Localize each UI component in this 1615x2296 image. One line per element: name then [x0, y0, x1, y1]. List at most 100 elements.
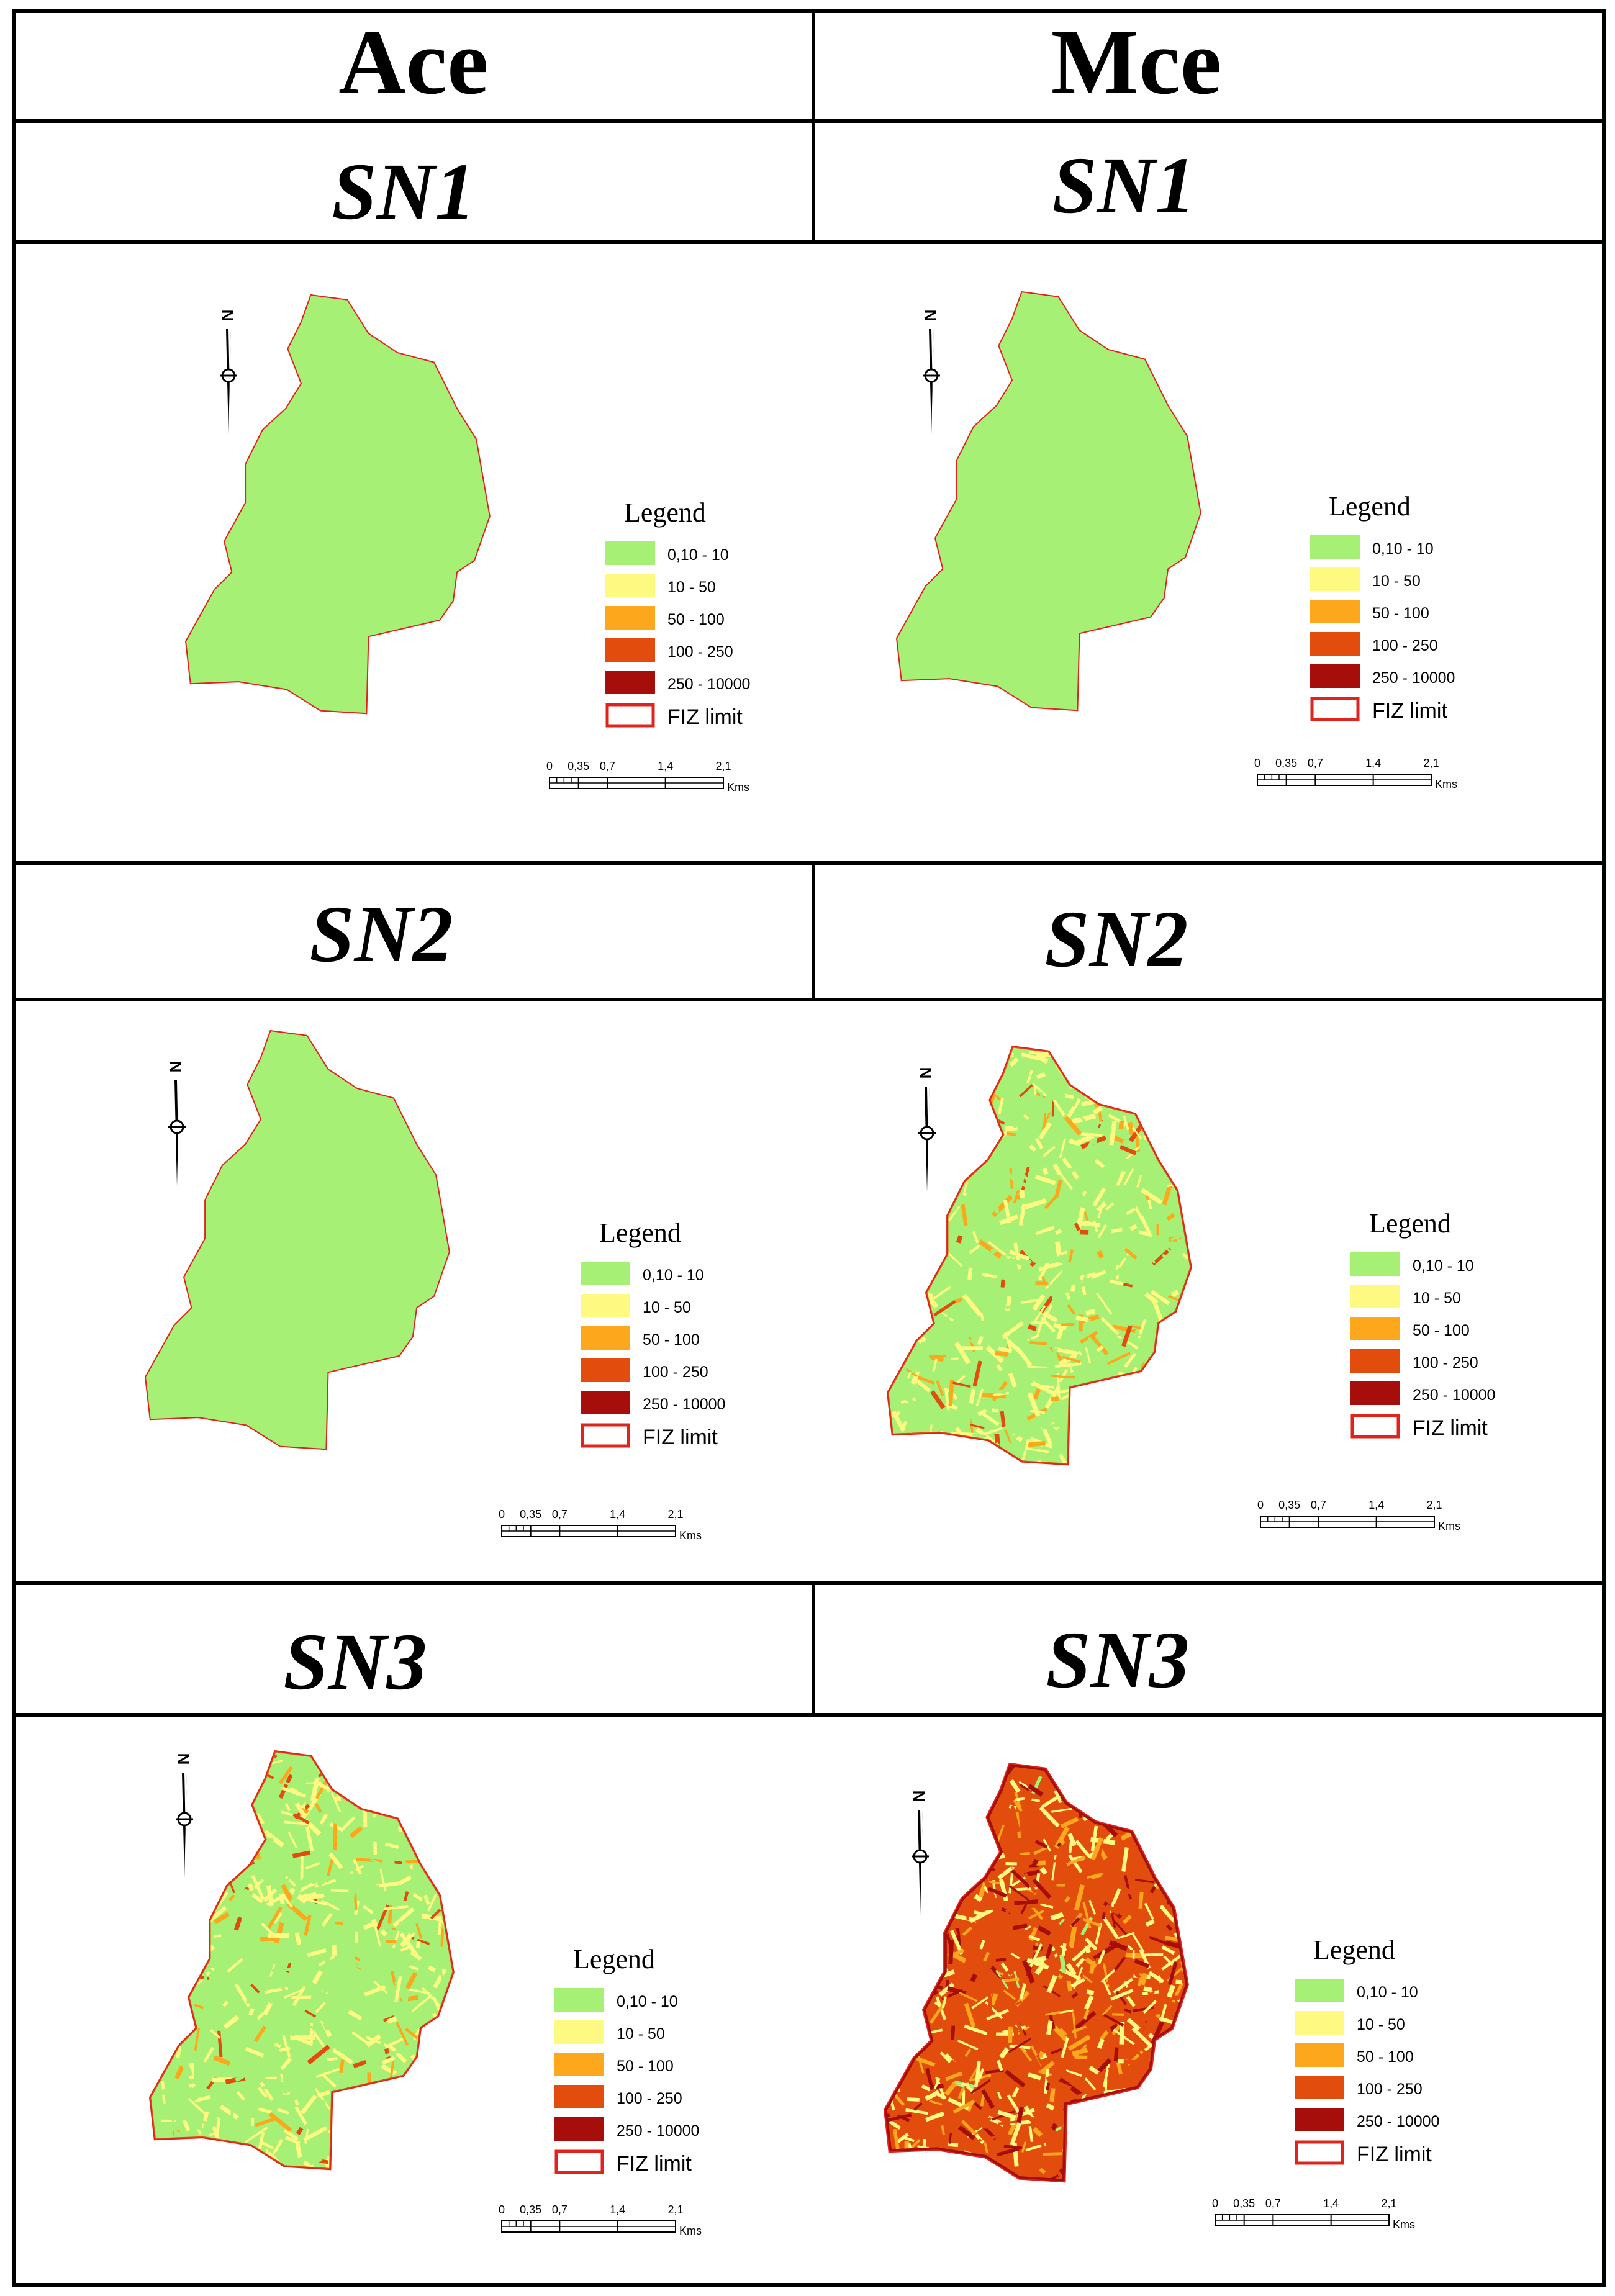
legend-label: 0,10 - 10 — [1357, 1984, 1418, 2001]
legend-title: Legend — [1369, 1208, 1451, 1239]
legend-label: 50 - 100 — [643, 1331, 700, 1349]
scalebar-unit: Kms — [1393, 2218, 1415, 2231]
scenario-label-mce-sn1: SN1 — [1052, 141, 1195, 230]
legend-swatch — [1350, 1349, 1400, 1373]
legend-fiz-label: FIZ limit — [1413, 1416, 1488, 1440]
scalebar: 0 0,35 0,7 1,4 2,1 Kms — [546, 760, 749, 793]
north-arrow-icon: N — [166, 1061, 186, 1186]
legend-swatch — [1310, 567, 1360, 591]
legend-label: 100 - 250 — [667, 643, 733, 661]
legend-swatch — [581, 1358, 630, 1382]
north-label: N — [174, 1753, 192, 1765]
north-arrow-icon: N — [916, 1067, 936, 1192]
legend-fiz-swatch — [581, 1423, 630, 1448]
legend-swatch — [605, 638, 655, 662]
map-panel-ace-sn2: N Legend 0,10 - 10 10 - 50 50 - 100 100 - 250… — [144, 1029, 725, 1542]
watershed-map — [144, 1029, 450, 1450]
legend: Legend 0,10 - 10 10 - 50 50 - 100 100 - 250 2… — [554, 1944, 699, 2176]
column-heading-ace: Ace — [338, 11, 488, 114]
legend-swatch — [1295, 2043, 1344, 2067]
scalebar-unit: Kms — [1438, 1520, 1460, 1532]
legend-fiz-label: FIZ limit — [1357, 2143, 1432, 2166]
scalebar-tick-label: 0,7 — [1265, 2197, 1281, 2210]
legend: Legend 0,10 - 10 10 - 50 50 - 100 100 - 250 2… — [1295, 1935, 1439, 2166]
legend-label: 100 - 250 — [1372, 637, 1438, 654]
legend-label: 50 - 100 — [1413, 1322, 1470, 1339]
legend-label: 250 - 10000 — [1357, 2113, 1439, 2130]
legend-label: 50 - 100 — [1357, 2048, 1414, 2066]
scalebar-tick-label: 0,7 — [552, 2203, 568, 2216]
north-arrow-icon: N — [921, 310, 940, 435]
legend-label: 0,10 - 10 — [1413, 1257, 1474, 1275]
scalebar-tick-label: 1,4 — [610, 1508, 625, 1521]
legend: Legend 0,10 - 10 10 - 50 50 - 100 100 - 250 2… — [581, 1218, 725, 1449]
north-label: N — [916, 1067, 935, 1079]
legend-title: Legend — [624, 497, 706, 528]
north-label: N — [910, 1791, 928, 1802]
scalebar-tick-label: 0,35 — [520, 2203, 541, 2216]
legend-swatch — [1310, 535, 1360, 559]
legend-title: Legend — [599, 1218, 681, 1248]
legend-fiz-swatch — [1350, 1414, 1400, 1439]
legend: Legend 0,10 - 10 10 - 50 50 - 100 100 - 250 2… — [1310, 491, 1455, 723]
legend-label: 100 - 250 — [1413, 1354, 1478, 1372]
legend-swatch — [1295, 2108, 1344, 2131]
legend-swatch — [581, 1294, 630, 1317]
legend-swatch — [605, 541, 655, 565]
legend-label: 100 - 250 — [617, 2090, 682, 2107]
scalebar: 0 0,35 0,7 1,4 2,1 Kms — [1254, 757, 1457, 790]
scalebar: 0 0,35 0,7 1,4 2,1 Kms — [499, 1508, 702, 1542]
legend-label: 50 - 100 — [667, 611, 725, 628]
legend-swatch — [605, 606, 655, 630]
legend: Legend 0,10 - 10 10 - 50 50 - 100 100 - 250 2… — [1350, 1208, 1495, 1440]
scalebar-tick-label: 2,1 — [667, 1508, 683, 1521]
legend-swatch — [554, 1988, 604, 2012]
scenario-label-ace-sn2: SN2 — [309, 890, 453, 979]
legend-swatch — [605, 671, 655, 694]
legend-fiz-label: FIZ limit — [617, 2152, 692, 2176]
scalebar-tick-label: 2,1 — [715, 760, 731, 772]
legend-label: 50 - 100 — [1372, 605, 1429, 622]
legend-label: 0,10 - 10 — [643, 1267, 704, 1284]
scalebar-unit: Kms — [679, 1529, 702, 1542]
scalebar-tick-label: 0,7 — [1308, 757, 1323, 769]
scalebar-tick-label: 2,1 — [1381, 2197, 1396, 2210]
legend-swatch — [605, 574, 655, 597]
legend-title: Legend — [573, 1944, 655, 1974]
scalebar-tick-label: 1,4 — [1365, 757, 1381, 769]
scalebar-tick-label: 0,35 — [520, 1508, 541, 1521]
legend-label: 250 - 10000 — [667, 676, 750, 693]
scalebar-unit: Kms — [727, 781, 749, 793]
legend-swatch — [581, 1262, 630, 1285]
legend-title: Legend — [1313, 1935, 1395, 1965]
legend-swatch — [554, 2085, 604, 2108]
scenario-label-ace-sn1: SN1 — [332, 147, 475, 237]
legend-label: 50 - 100 — [617, 2058, 674, 2075]
scalebar-tick-label: 2,1 — [1426, 1499, 1442, 1511]
scalebar-unit: Kms — [1435, 778, 1457, 790]
scalebar-tick-label: 0 — [1212, 2197, 1218, 2210]
legend-label: 0,10 - 10 — [667, 546, 729, 564]
north-arrow-icon: N — [910, 1791, 929, 1915]
map-panels: N Legend 0,10 - 10 10 - 50 50 - 100 100 - 250… — [144, 291, 1495, 2237]
legend-swatch — [554, 2020, 604, 2044]
scalebar-tick-label: 0 — [1257, 1499, 1264, 1511]
legend-fiz-swatch — [1310, 697, 1360, 721]
legend-fiz-swatch — [1295, 2140, 1344, 2165]
scenario-label-mce-sn2: SN2 — [1044, 895, 1188, 984]
scalebar-tick-label: 0,7 — [1311, 1499, 1326, 1511]
legend-label: 10 - 50 — [1357, 2016, 1405, 2033]
legend: Legend 0,10 - 10 10 - 50 50 - 100 100 - 250 2… — [605, 497, 750, 729]
north-label: N — [921, 310, 939, 322]
legend-swatch — [1310, 664, 1360, 688]
legend-label: 250 - 10000 — [617, 2122, 699, 2140]
column-heading-mce: Mce — [1051, 11, 1222, 114]
legend-swatch — [1350, 1252, 1400, 1276]
scalebar-tick-label: 0 — [499, 2203, 505, 2216]
legend-label: 250 - 10000 — [1413, 1386, 1495, 1404]
legend-swatch — [581, 1391, 630, 1414]
legend-swatch — [554, 2053, 604, 2076]
scalebar: 0 0,35 0,7 1,4 2,1 Kms — [1212, 2197, 1415, 2231]
scalebar-tick-label: 0 — [546, 760, 553, 772]
